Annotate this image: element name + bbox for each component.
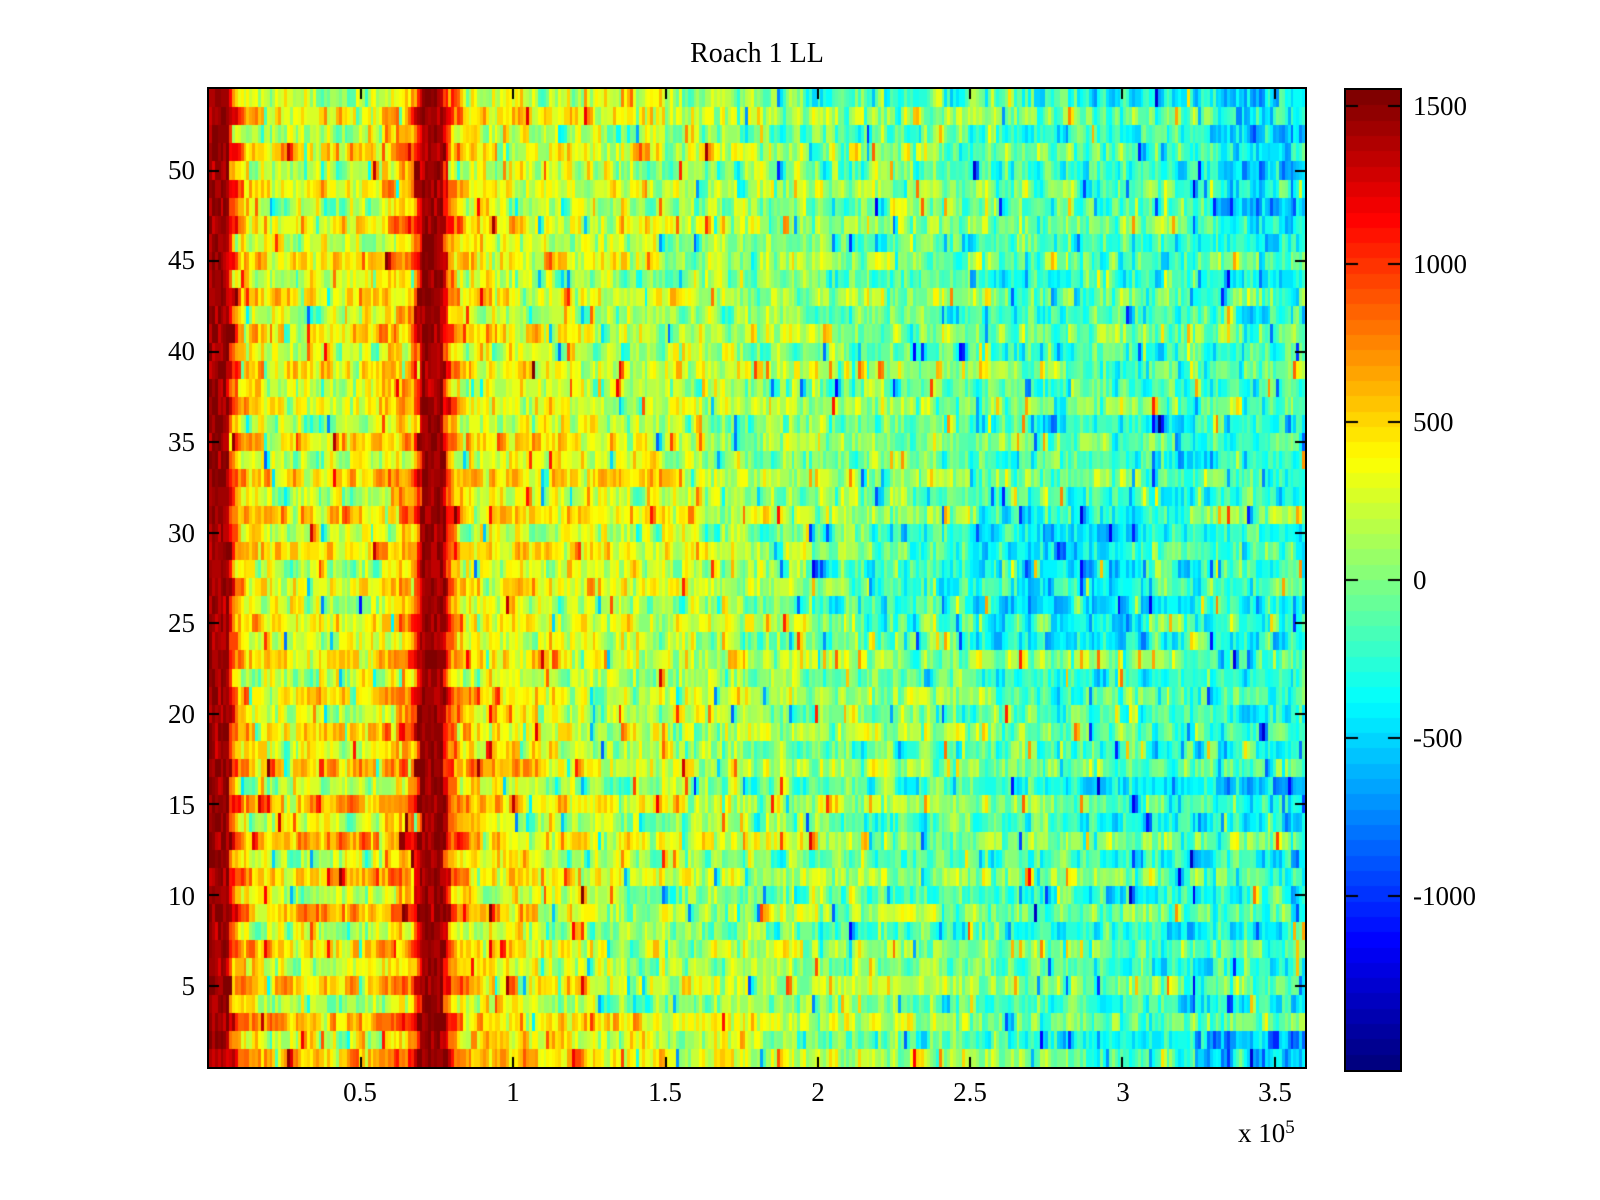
chart-title: Roach 1 LL bbox=[690, 38, 824, 69]
heatmap-canvas bbox=[209, 89, 1305, 1067]
x-tick-label: 3 bbox=[1116, 1077, 1130, 1107]
y-tick-label: 50 bbox=[168, 155, 195, 185]
y-tick-label: 15 bbox=[168, 790, 195, 820]
exponent-value: 5 bbox=[1285, 1117, 1295, 1138]
y-tick-label: 25 bbox=[168, 608, 195, 638]
y-tick-label: 5 bbox=[181, 971, 196, 1001]
colorbar-tick-label: 0 bbox=[1413, 565, 1427, 595]
y-tick-label: 20 bbox=[168, 699, 195, 729]
y-tick-label: 40 bbox=[168, 336, 195, 366]
colorbar-tick-label: -500 bbox=[1413, 723, 1463, 753]
colorbar-tick-label: 500 bbox=[1413, 407, 1454, 437]
exponent-prefix: x 10 bbox=[1238, 1118, 1286, 1148]
y-tick-label: 30 bbox=[168, 518, 195, 548]
x-tick-label: 0.5 bbox=[343, 1077, 377, 1107]
x-tick-label: 3.5 bbox=[1258, 1077, 1292, 1107]
colorbar-tick-label: -1000 bbox=[1413, 881, 1476, 911]
x-tick-label: 1 bbox=[506, 1077, 520, 1107]
y-tick-label: 45 bbox=[168, 245, 195, 275]
x-tick-label: 1.5 bbox=[648, 1077, 682, 1107]
x-axis-exponent-label: x 105 bbox=[1238, 1112, 1295, 1149]
colorbar bbox=[1344, 88, 1402, 1072]
y-tick-label: 35 bbox=[168, 427, 195, 457]
x-tick-label: 2 bbox=[811, 1077, 825, 1107]
colorbar-canvas bbox=[1346, 90, 1400, 1070]
y-tick-label: 10 bbox=[168, 881, 195, 911]
heatmap-plot-area bbox=[207, 87, 1307, 1069]
colorbar-tick-label: 1500 bbox=[1413, 91, 1467, 121]
x-tick-label: 2.5 bbox=[953, 1077, 987, 1107]
colorbar-tick-label: 1000 bbox=[1413, 249, 1467, 279]
